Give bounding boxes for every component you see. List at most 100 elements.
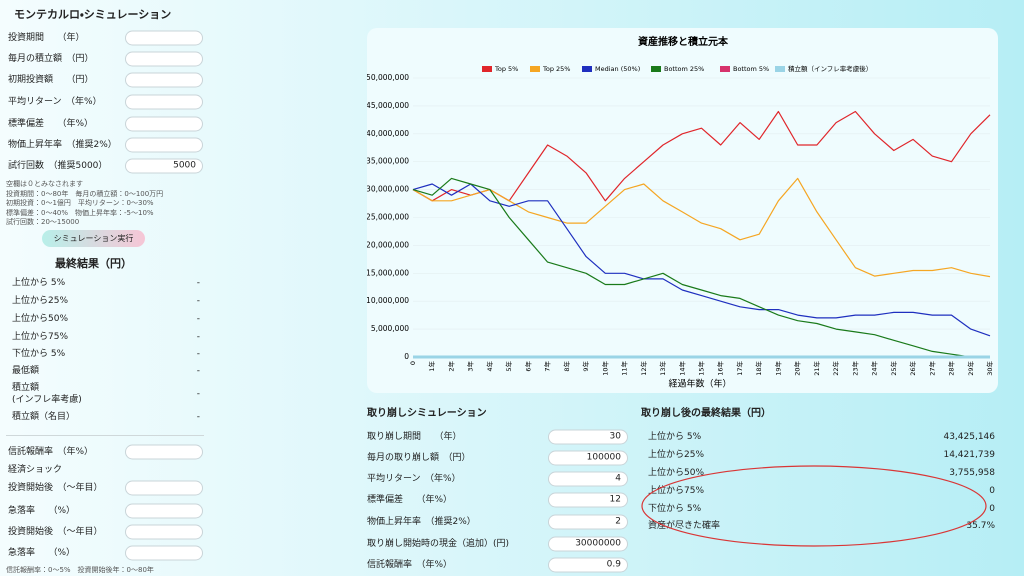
x-tick-label: 15年 [697,361,706,376]
result-value: - [196,349,200,359]
input-box[interactable]: 30000000 [548,536,628,552]
x-tick-label: 20年 [793,361,802,376]
input-box[interactable] [125,94,203,110]
x-tick-label: 0 [409,361,417,365]
x-tick-label: 12年 [639,361,648,376]
final-label: 資産が尽きた確率 [648,521,721,531]
series-line [412,177,991,278]
final-label: 下位から 5% [648,504,702,514]
form-label: 投資期間 （年） [8,33,85,43]
final-label: 上位から50% [648,468,705,478]
result-label: 積立額（名目） [12,412,76,422]
result-value: - [196,296,200,306]
input-box[interactable] [125,545,203,561]
y-tick-label: 40,000,000 [367,129,409,138]
form-label: 試行回数 （推奨5000） [8,161,108,171]
legend-label: Median (50%) [595,65,640,73]
input-box[interactable] [125,524,203,540]
y-tick-label: 0 [404,352,409,361]
x-tick-label: 4年 [485,361,494,372]
note: 投資期間：0〜80年 毎月の積立額：0〜100万円 [6,189,164,198]
input-box[interactable]: 0.9 [548,557,628,573]
final-value: 0 [989,486,995,496]
y-tick-label: 20,000,000 [367,240,409,249]
x-tick-label: 3年 [466,361,475,372]
final-label: 上位から25% [648,450,705,460]
y-tick-label: 45,000,000 [367,101,409,110]
app-title: モンテカルロ・シミュレーション [14,8,172,21]
form-label: 毎月の取り崩し額 （円） [367,453,471,463]
y-tick-label: 30,000,000 [367,185,409,194]
x-tick-label: 8年 [562,361,571,372]
x-tick-label: 19年 [773,361,782,376]
result-label: 上位から25% [12,296,69,306]
y-tick-label: 5,000,000 [371,324,409,333]
legend-label: Top 5% [494,65,518,73]
shock-title: 経済ショック [8,465,63,475]
x-tick-label: 2年 [446,361,455,372]
x-tick-label: 28年 [947,361,956,376]
input-box[interactable]: 12 [548,492,628,508]
x-tick-label: 6年 [523,361,532,372]
x-tick-label: 18年 [754,361,763,376]
form-label: 標準偏差 （年%） [8,119,94,129]
withdrawal-title: 取り崩しシミュレーション [367,408,487,419]
input-box[interactable] [125,137,203,153]
y-tick-label: 15,000,000 [367,268,409,277]
input-box[interactable] [125,72,203,88]
legend-label: Top 25% [542,65,570,73]
x-tick-label: 10年 [600,361,609,376]
footer-note: 信託報酬率：0〜5% 投資開始後年：0〜80年 [6,566,154,574]
input-box[interactable]: 30 [548,429,628,445]
x-tick-label: 16年 [716,361,725,376]
input-box[interactable]: 5000 [125,158,203,174]
form-label: 急落率 （%） [8,506,76,516]
results-title: 最終結果（円） [55,257,132,270]
result-label: 最低額 [12,366,40,376]
x-tick-label: 1年 [427,361,436,372]
result-label: 上位から 5% [12,278,66,288]
x-tick-label: 23年 [850,361,859,376]
note: 初期投資：0〜1億円 平均リターン：0〜30% [6,199,154,207]
result-label: 下位から 5% [12,349,66,359]
input-box[interactable] [125,444,203,460]
y-tick-label: 25,000,000 [367,213,409,222]
final-value: 43,425,146 [943,432,995,442]
input-box[interactable] [125,51,203,67]
input-box[interactable] [125,30,203,46]
result-label: 上位から50% [12,314,69,324]
final-title: 取り崩し後の最終結果（円） [641,408,771,419]
x-axis-title: 経過年数（年） [668,378,731,390]
result-value: - [196,412,200,422]
form-label: 平均リターン （年%） [8,97,102,107]
result-value: - [196,332,200,342]
input-box[interactable] [125,116,203,132]
x-tick-label: 14年 [677,361,686,376]
form-label: 初期投資額 （円） [8,75,94,85]
x-tick-label: 29年 [966,361,975,376]
y-tick-label: 10,000,000 [367,296,409,305]
note: 標準偏差：0〜40% 物価上昇年率：-5〜10% [6,208,154,217]
input-box[interactable] [125,480,203,496]
form-label: 投資開始後 （〜年目） [8,483,103,493]
result-label: 積立額 [12,383,40,393]
result-value: - [196,278,200,288]
legend-swatch [720,66,730,72]
form-label: 取り崩し開始時の現金（追加）(円) [367,539,510,549]
x-tick-label: 11年 [620,361,629,376]
run-button[interactable]: シミュレーション実行 [42,230,145,247]
result-value: - [196,389,200,399]
final-value: 14,421,739 [943,450,995,460]
result-label: 上位から75% [12,332,69,342]
input-box[interactable] [125,503,203,519]
final-value: 35.7% [966,521,995,531]
form-label: 信託報酬率 （年%） [367,560,453,570]
input-box[interactable]: 2 [548,514,628,530]
y-tick-label: 50,000,000 [367,73,409,82]
final-label: 上位から75% [648,486,705,496]
input-box[interactable]: 100000 [548,450,628,466]
form-label: 平均リターン （年%） [367,474,461,484]
result-value: - [196,366,200,376]
card-bg [367,28,998,393]
input-box[interactable]: 4 [548,471,628,487]
